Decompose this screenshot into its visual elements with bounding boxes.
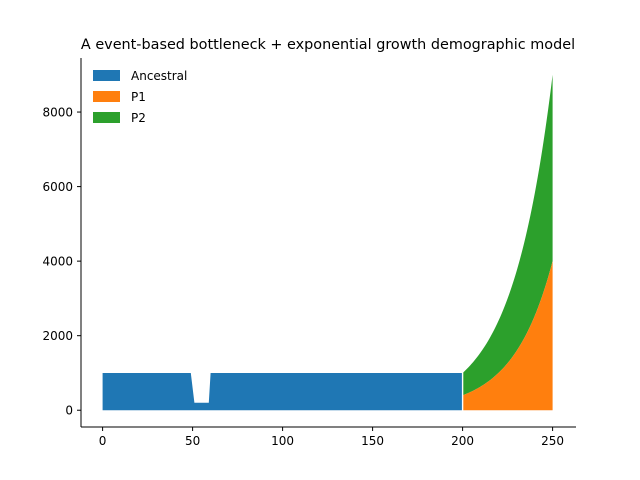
area-ancestral	[102, 372, 463, 411]
y-tick-label: 6000	[42, 180, 73, 194]
legend-label-p2: P2	[131, 111, 146, 125]
legend-label-ancestral: Ancestral	[131, 69, 187, 83]
legend-swatch-p1	[93, 91, 120, 102]
chart-title: A event-based bottleneck + exponential g…	[81, 37, 575, 53]
x-tick-label: 100	[271, 434, 294, 448]
y-tick-label: 4000	[42, 255, 73, 269]
y-axis: 0 2000 4000 6000 8000	[42, 58, 82, 427]
x-tick-label: 0	[99, 434, 107, 448]
y-tick-label: 8000	[42, 106, 73, 120]
y-tick-label: 0	[65, 404, 73, 418]
x-tick-label: 50	[185, 434, 200, 448]
legend-swatch-p2	[93, 112, 120, 123]
area-p2	[462, 74, 553, 396]
legend-swatch-ancestral	[93, 70, 120, 81]
legend-label-p1: P1	[131, 90, 146, 104]
y-tick-label: 2000	[42, 329, 73, 343]
x-tick-label: 150	[361, 434, 384, 448]
x-axis: 0 50 100 150 200 250	[81, 426, 576, 448]
x-tick-label: 200	[451, 434, 474, 448]
legend: Ancestral P1 P2	[93, 69, 187, 125]
x-tick-label: 250	[541, 434, 564, 448]
area-p1	[462, 261, 553, 411]
plot-area	[102, 74, 553, 412]
